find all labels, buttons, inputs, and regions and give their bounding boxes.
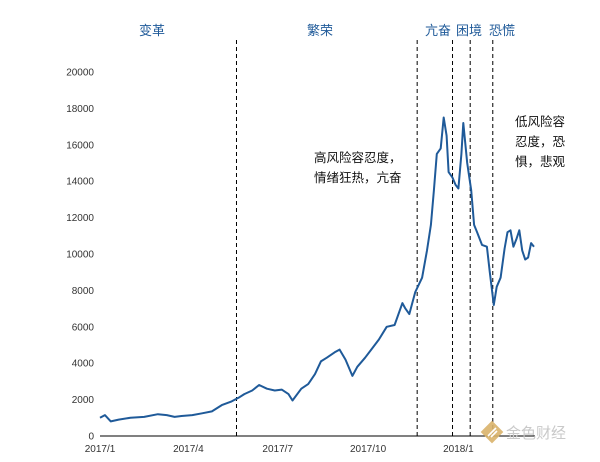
y-tick-label: 6000 bbox=[72, 322, 95, 333]
y-tick-label: 18000 bbox=[66, 104, 94, 115]
watermark: 金色财经 bbox=[480, 420, 566, 444]
y-tick-label: 12000 bbox=[66, 213, 94, 224]
y-tick-label: 8000 bbox=[72, 286, 95, 297]
x-tick-labels: 2017/1 2017/4 2017/7 2017/10 2018/1 bbox=[85, 444, 474, 455]
annotation-low-risk-line-1: 低风险容 bbox=[515, 114, 565, 129]
y-tick-label: 2000 bbox=[72, 395, 95, 406]
y-tick-label: 4000 bbox=[72, 359, 95, 370]
y-tick-label: 16000 bbox=[66, 140, 94, 151]
x-tick-label: 2017/4 bbox=[173, 444, 204, 455]
annotation-high-risk-line-2: 情绪狂热，亢奋 bbox=[314, 170, 402, 185]
y-axis: 0 2000 4000 6000 8000 10000 12000 14000 16000 180… bbox=[66, 68, 94, 443]
y-tick-label: 14000 bbox=[66, 177, 94, 188]
series-line bbox=[99, 116, 535, 423]
x-tick-label: 2018/1 bbox=[443, 444, 474, 455]
y-tick-label: 10000 bbox=[66, 250, 94, 261]
phase-label-panic: 恐慌 bbox=[489, 24, 515, 39]
y-tick-label: 0 bbox=[88, 432, 94, 443]
y-tick-label: 20000 bbox=[66, 68, 94, 79]
watermark-text: 金色财经 bbox=[506, 424, 566, 442]
watermark-logo-icon bbox=[480, 420, 504, 444]
annotation-high-risk-line-1: 高风险容忍度， bbox=[314, 150, 402, 165]
x-tick-label: 2017/7 bbox=[262, 444, 293, 455]
phase-dividers bbox=[235, 40, 494, 436]
annotation-low-risk-line-2: 忍度，恐 bbox=[515, 134, 566, 149]
phase-label-prosperity: 繁荣 bbox=[307, 23, 333, 39]
x-tick-label: 2017/10 bbox=[350, 444, 387, 455]
phase-label-distress: 困境 bbox=[456, 24, 482, 39]
annotation-low-risk: 低风险容 忍度，恐 惧，悲观 bbox=[515, 114, 569, 169]
x-tick-label: 2017/1 bbox=[85, 444, 116, 455]
phase-label-change: 变革 bbox=[139, 23, 165, 39]
annotation-high-risk: 高风险容忍度， 情绪狂热，亢奋 bbox=[314, 150, 406, 185]
annotation-low-risk-line-3: 惧，悲观 bbox=[515, 154, 566, 169]
phase-label-excitement: 亢奋 bbox=[425, 23, 451, 39]
